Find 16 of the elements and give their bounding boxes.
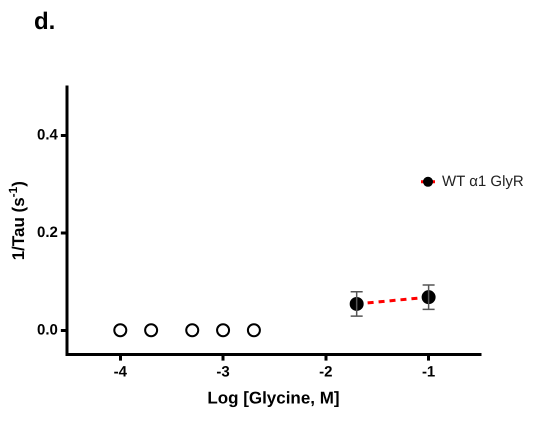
x-tick-label: -2 xyxy=(319,364,333,381)
chart-title: d. xyxy=(34,8,56,36)
y-tick-label: 0.2 xyxy=(36,224,58,242)
x-tick-label: -1 xyxy=(422,364,436,381)
y-tick-label: 0.0 xyxy=(36,321,58,338)
legend-label: WT α1 GlyR xyxy=(442,172,524,190)
point xyxy=(113,323,128,338)
point xyxy=(216,323,230,338)
y-tick-label: 0.4 xyxy=(36,126,58,144)
x-axis-title: Log [Glycine, M] xyxy=(207,388,340,408)
x-tick-label: -4 xyxy=(114,364,128,381)
x-tick-label: -3 xyxy=(216,364,230,381)
point xyxy=(185,323,200,338)
y-axis-title: 1/Tau (s-1) xyxy=(6,181,28,260)
point xyxy=(144,323,158,338)
point xyxy=(246,323,261,338)
